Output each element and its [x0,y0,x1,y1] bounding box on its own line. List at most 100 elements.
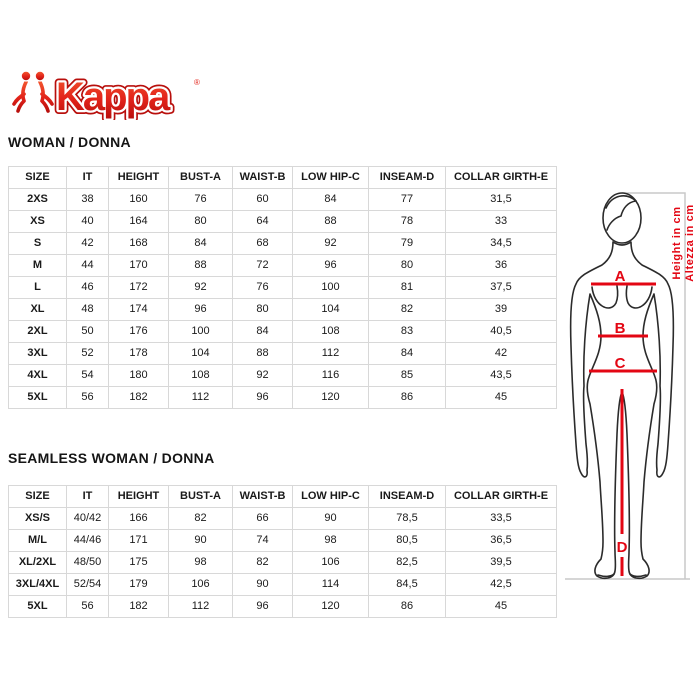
value-cell: 39 [445,298,557,321]
value-cell: 34,5 [445,232,557,255]
value-cell: 33,5 [445,507,557,530]
table-row: 4XL 54 180 108 92 116 85 43,5 [8,364,557,387]
column-header: LOW HIP-C [292,485,369,508]
value-cell: 92 [232,364,293,387]
height-caption-en: Height in cm [671,206,683,279]
column-header: SIZE [8,166,67,189]
kappa-wordmark: Kappa Kappa Kappa [52,71,177,123]
value-cell: 60 [232,188,293,211]
value-cell: 114 [292,573,369,596]
size-cell: 2XS [8,188,67,211]
column-header: SIZE [8,485,67,508]
section-title-woman: WOMAN / DONNA [8,134,131,150]
column-header: HEIGHT [108,485,169,508]
column-header: HEIGHT [108,166,169,189]
value-cell: 80,5 [368,529,446,552]
value-cell: 39,5 [445,551,557,574]
value-cell: 164 [108,210,169,233]
value-cell: 182 [108,386,169,409]
value-cell: 108 [292,320,369,343]
size-cell: XL/2XL [8,551,67,574]
value-cell: 88 [292,210,369,233]
value-cell: 106 [168,573,233,596]
label-waist-b: B [615,320,626,337]
value-cell: 40,5 [445,320,557,343]
value-cell: 42 [66,232,109,255]
column-header: BUST-A [168,485,233,508]
value-cell: 80 [232,298,293,321]
column-header: INSEAM-D [368,166,446,189]
value-cell: 42 [445,342,557,365]
seamless-woman-size-table: SIZE IT HEIGHT BUST-A WAIST-B LOW HIP-C INSEAM… [8,485,557,618]
value-cell: 78,5 [368,507,446,530]
column-header: COLLAR GIRTH-E [445,485,557,508]
value-cell: 76 [168,188,233,211]
value-cell: 168 [108,232,169,255]
value-cell: 96 [292,254,369,277]
value-cell: 82,5 [368,551,446,574]
value-cell: 74 [232,529,293,552]
value-cell: 84 [168,232,233,255]
value-cell: 100 [168,320,233,343]
measurement-figure: A B C D Height in cm Altezza in cm [556,186,700,596]
value-cell: 98 [292,529,369,552]
column-header: COLLAR GIRTH-E [445,166,557,189]
value-cell: 56 [66,386,109,409]
kappa-logo: Kappa Kappa Kappa ® [10,68,212,123]
table-row: L 46 172 92 76 100 81 37,5 [8,276,557,299]
size-cell: XL [8,298,67,321]
height-dimension-lines [565,192,690,580]
value-cell: 180 [108,364,169,387]
value-cell: 66 [232,507,293,530]
size-table: SIZE IT HEIGHT BUST-A WAIST-B LOW HIP-C INSEAM… [8,166,557,409]
size-cell: 5XL [8,386,67,409]
value-cell: 116 [292,364,369,387]
svg-text:Kappa: Kappa [56,75,171,119]
value-cell: 82 [168,507,233,530]
value-cell: 96 [232,595,293,618]
value-cell: 40/42 [66,507,109,530]
value-cell: 108 [168,364,233,387]
size-cell: S [8,232,67,255]
column-header: LOW HIP-C [292,166,369,189]
measurement-lines [589,282,657,576]
value-cell: 166 [108,507,169,530]
table-row: M 44 170 88 72 96 80 36 [8,254,557,277]
column-header: BUST-A [168,166,233,189]
value-cell: 98 [168,551,233,574]
value-cell: 120 [292,595,369,618]
value-cell: 84 [368,342,446,365]
value-cell: 104 [292,298,369,321]
value-cell: 50 [66,320,109,343]
value-cell: 90 [168,529,233,552]
table-row: S 42 168 84 68 92 79 34,5 [8,232,557,255]
value-cell: 82 [368,298,446,321]
value-cell: 84 [232,320,293,343]
value-cell: 182 [108,595,169,618]
value-cell: 92 [292,232,369,255]
column-header: IT [66,485,109,508]
table-row: 5XL 56 182 112 96 120 86 45 [8,595,557,618]
value-cell: 77 [368,188,446,211]
value-cell: 42,5 [445,573,557,596]
column-header: WAIST-B [232,485,293,508]
value-cell: 106 [292,551,369,574]
svg-text:Kappa: Kappa [56,75,171,119]
size-cell: 2XL [8,320,67,343]
header-row: SIZE IT HEIGHT BUST-A WAIST-B LOW HIP-C INSEAM… [8,166,557,189]
value-cell: 56 [66,595,109,618]
value-cell: 175 [108,551,169,574]
value-cell: 40 [66,210,109,233]
value-cell: 86 [368,386,446,409]
section-title-seamless-woman: SEAMLESS WOMAN / DONNA [8,450,215,466]
value-cell: 174 [108,298,169,321]
value-cell: 84 [292,188,369,211]
value-cell: 83 [368,320,446,343]
label-hip-c: C [615,355,626,372]
value-cell: 80 [368,254,446,277]
value-cell: 90 [232,573,293,596]
value-cell: 82 [232,551,293,574]
height-caption-it: Altezza in cm [684,204,696,282]
value-cell: 112 [168,386,233,409]
value-cell: 45 [445,386,557,409]
